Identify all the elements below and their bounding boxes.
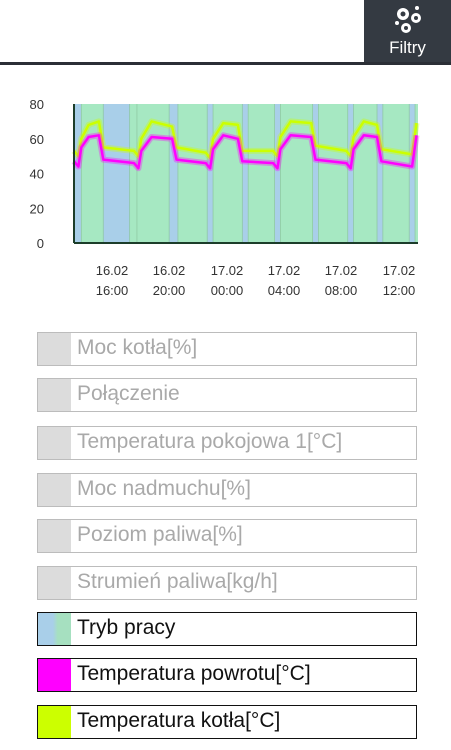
chart-axes	[73, 104, 418, 244]
chart-lines	[71, 118, 420, 172]
mode-band	[353, 104, 378, 243]
x-tick-time: 16:00	[96, 283, 129, 298]
legend-item[interactable]: Moc kotła[%]	[37, 332, 417, 366]
legend-item[interactable]: Poziom paliwa[%]	[37, 519, 417, 553]
legend-swatch	[38, 520, 71, 552]
mode-bands	[73, 104, 418, 243]
legend-item[interactable]: Moc nadmuchu[%]	[37, 473, 417, 507]
y-tick-label: 80	[30, 97, 44, 112]
x-tick-date: 16.02	[153, 263, 186, 278]
x-tick-date: 16.02	[96, 263, 129, 278]
legend-item[interactable]: Temperatura kotła[°C]	[37, 705, 417, 739]
mode-band	[312, 104, 319, 243]
x-tick-time: 00:00	[211, 283, 244, 298]
legend-label: Połączenie	[77, 382, 180, 405]
mode-band	[382, 104, 410, 243]
legend-label: Moc kotła[%]	[77, 336, 198, 359]
y-tick-label: 0	[37, 236, 44, 251]
series-line-kotla	[73, 120, 418, 160]
mode-band	[347, 104, 354, 243]
mode-band	[169, 104, 178, 243]
x-tick-date: 17.02	[325, 263, 358, 278]
legend-item[interactable]: Połączenie	[37, 378, 417, 412]
filter-button-label: Filtry	[389, 38, 426, 57]
mode-band	[409, 104, 416, 243]
mode-band	[248, 104, 275, 243]
legend-swatch	[38, 613, 71, 645]
filter-dots-icon	[395, 6, 421, 33]
legend-label: Strumień paliwa[kg/h]	[77, 570, 278, 593]
legend-label: Temperatura pokojowa 1[°C]	[77, 430, 343, 453]
x-tick-labels: 16.02 16:00 16.02 20:00 17.02 00:00 17.02 04:00…	[96, 263, 416, 298]
mode-band	[377, 104, 383, 243]
mode-band	[129, 104, 137, 243]
x-tick-time: 12:00	[383, 283, 416, 298]
mode-band	[207, 104, 214, 243]
x-tick-date: 17.02	[268, 263, 301, 278]
legend-label: Tryb pracy	[77, 616, 176, 639]
legend-item[interactable]: Strumień paliwa[kg/h]	[37, 566, 417, 600]
series-line-powrotu	[73, 134, 418, 170]
filter-button[interactable]: Filtry	[364, 0, 451, 62]
x-tick-time: 04:00	[268, 283, 301, 298]
mode-band	[415, 104, 418, 243]
legend-swatch	[38, 567, 71, 599]
legend-label: Poziom paliwa[%]	[77, 523, 243, 546]
x-tick-time: 20:00	[153, 283, 186, 298]
legend-item[interactable]: Tryb pracy	[37, 612, 417, 646]
legend-swatch	[38, 333, 71, 365]
legend-swatch	[38, 427, 71, 459]
legend-label: Temperatura kotła[°C]	[77, 709, 281, 732]
y-tick-label: 40	[30, 167, 44, 182]
mode-band	[103, 104, 130, 243]
x-tick-time: 08:00	[325, 283, 358, 298]
mode-band	[242, 104, 249, 243]
legend-swatch	[38, 659, 71, 691]
legend-item[interactable]: Temperatura pokojowa 1[°C]	[37, 426, 417, 460]
legend-swatch	[38, 474, 71, 506]
y-tick-label: 20	[30, 201, 44, 216]
mode-band	[177, 104, 208, 243]
x-tick-date: 17.02	[211, 263, 244, 278]
legend-label: Moc nadmuchu[%]	[77, 477, 251, 500]
legend-item[interactable]: Temperatura powrotu[°C]	[37, 658, 417, 692]
y-tick-label: 60	[30, 132, 44, 147]
y-tick-labels: 0 20 40 60 80	[30, 97, 44, 251]
mode-band	[274, 104, 281, 243]
legend-swatch	[38, 379, 71, 411]
mode-band	[74, 104, 82, 243]
history-chart[interactable]: 0 20 40 60 80 16.02 16:00 16.02 20:00 17.02 00:00…	[0, 90, 451, 305]
legend-label: Temperatura powrotu[°C]	[77, 662, 311, 685]
top-bar-divider	[0, 62, 451, 65]
x-tick-date: 17.02	[383, 263, 416, 278]
mode-band	[318, 104, 348, 243]
mode-band	[136, 104, 170, 243]
legend-swatch	[38, 706, 71, 738]
